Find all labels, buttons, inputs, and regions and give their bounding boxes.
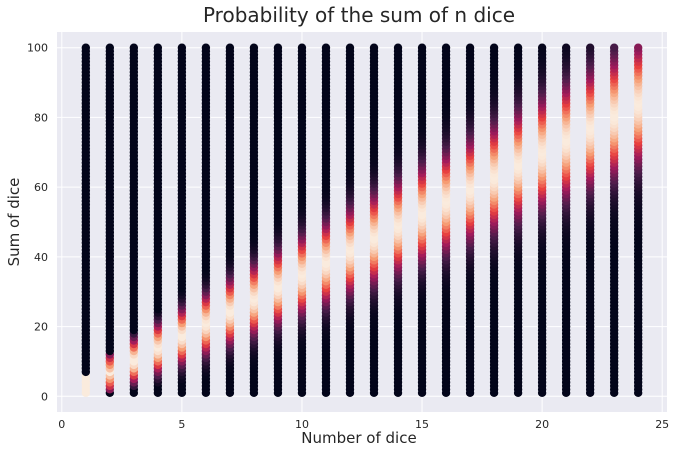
y-tick-label: 20 xyxy=(34,321,48,334)
x-tick-label: 20 xyxy=(535,418,549,431)
chart-title: Probability of the sum of n dice xyxy=(203,3,515,27)
scatter-point xyxy=(153,43,163,52)
scatter-point xyxy=(393,43,403,52)
scatter-point xyxy=(105,43,115,52)
x-tick-label: 15 xyxy=(415,418,429,431)
x-axis-label: Number of dice xyxy=(301,429,416,447)
scatter-point xyxy=(369,43,379,52)
y-tick-label: 0 xyxy=(41,390,48,403)
x-tick-label: 25 xyxy=(655,418,669,431)
scatter-point xyxy=(465,43,475,52)
scatter-point xyxy=(225,43,235,52)
scatter-point xyxy=(81,43,91,52)
scatter-point xyxy=(177,43,187,52)
scatter-point xyxy=(633,43,643,52)
scatter-point xyxy=(297,43,307,52)
y-tick-label: 100 xyxy=(27,42,48,55)
scatter-point xyxy=(201,43,211,52)
tick-labels: 0 5 10 15 20 25 0 20 40 60 80 100 xyxy=(27,42,669,431)
scatter-points xyxy=(81,43,643,398)
y-axis-label: Sum of dice xyxy=(5,178,23,267)
scatter-point xyxy=(585,43,595,52)
x-tick-label: 0 xyxy=(58,418,65,431)
scatter-point xyxy=(537,43,547,52)
plot-background xyxy=(57,32,667,412)
scatter-point xyxy=(417,43,427,52)
y-tick-label: 40 xyxy=(34,251,48,264)
scatter-point xyxy=(129,43,139,52)
y-tick-label: 60 xyxy=(34,181,48,194)
scatter-point xyxy=(561,43,571,52)
scatter-point xyxy=(441,43,451,52)
scatter-point xyxy=(345,43,355,52)
scatter-point xyxy=(609,43,619,52)
scatter-point xyxy=(321,43,331,52)
x-tick-label: 10 xyxy=(295,418,309,431)
y-tick-label: 80 xyxy=(34,111,48,124)
scatter-point xyxy=(489,43,499,52)
scatter-point xyxy=(249,43,259,52)
scatter-point xyxy=(273,43,283,52)
scatter-point xyxy=(513,43,523,52)
x-tick-label: 5 xyxy=(178,418,185,431)
